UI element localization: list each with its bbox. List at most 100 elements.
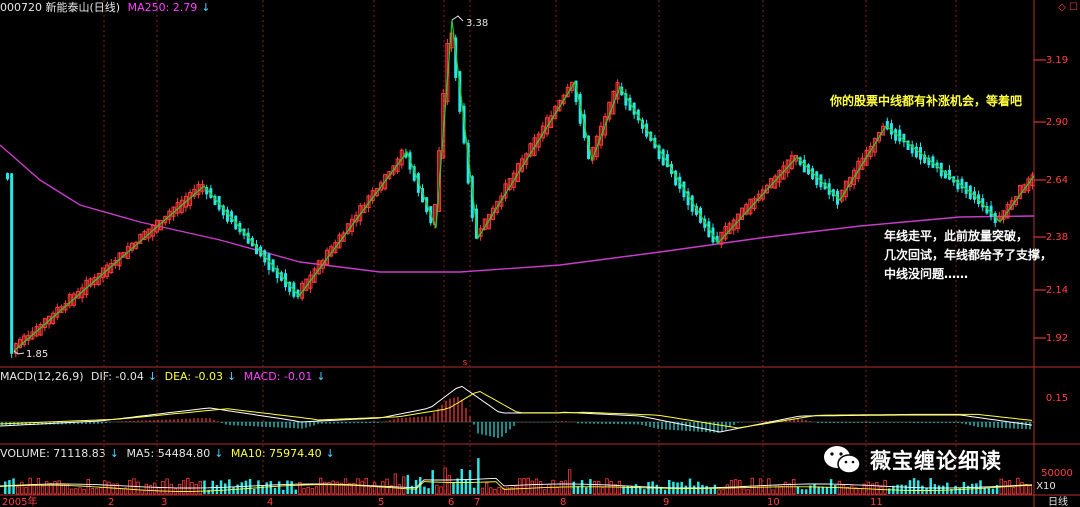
volume-bar (854, 487, 858, 495)
candle-body (337, 234, 342, 249)
candle-body (868, 145, 873, 157)
candle-body (569, 81, 574, 91)
candle-body (387, 171, 392, 179)
price-tick-2: 2.90 (1046, 117, 1068, 128)
volume-bar (663, 489, 667, 494)
candle-body (125, 246, 130, 259)
volume-bar (775, 484, 779, 495)
volume-bar (866, 481, 871, 495)
volume-bar (634, 484, 638, 494)
candle-body (561, 94, 566, 105)
zigzag-line (13, 15, 1035, 355)
volume-bar (314, 486, 319, 495)
volume-bar (32, 483, 36, 495)
volume-bar (1007, 480, 1012, 495)
volume-bar (568, 469, 572, 495)
peak-price-label: 3.38 (466, 18, 488, 29)
volume-bar (318, 477, 323, 495)
x-axis-month: 6 (448, 497, 454, 507)
candle-body (948, 169, 952, 180)
candle-body (985, 205, 989, 214)
volume-bar (563, 480, 568, 495)
volume-bar (547, 483, 551, 495)
candle-body (557, 100, 562, 112)
volume-bar (261, 485, 264, 494)
candle-body (657, 145, 661, 160)
volume-bar (921, 485, 924, 494)
volume-bar (82, 488, 86, 495)
candle-body (956, 179, 960, 190)
volume-bar (410, 485, 414, 494)
volume-bar (1003, 481, 1008, 495)
candle-body (1022, 184, 1027, 193)
x-axis-month: 2 (108, 497, 114, 507)
volume-bar (257, 480, 260, 494)
volume-bar (331, 480, 335, 495)
volume-bar (643, 489, 646, 494)
volume-bar (609, 481, 613, 495)
down-arrow-icon: ↓ (214, 447, 224, 460)
volume-bar (497, 487, 501, 495)
volume-bar (464, 479, 468, 494)
candle-body (470, 176, 474, 219)
volume-bar (630, 486, 634, 494)
candle-body (815, 171, 819, 186)
candle-body (445, 43, 450, 103)
candle-body (183, 195, 188, 208)
volume-bar (746, 489, 750, 495)
volume-bar (286, 480, 289, 494)
volume-bar (273, 487, 277, 494)
volume-bar (701, 484, 704, 494)
candle-body (735, 213, 740, 230)
down-arrow-icon: ↓ (227, 370, 237, 383)
x-axis-start: 2005年 (2, 495, 37, 507)
candle-body (362, 204, 367, 214)
price-tick-5: 2.14 (1046, 285, 1068, 296)
ma250-readout: MA250: 2.79 (127, 1, 198, 14)
x-axis-month: 5 (378, 497, 384, 507)
volume-panel (0, 458, 1033, 495)
volume-unit: X10 (1036, 481, 1056, 492)
volume-bar (767, 478, 771, 495)
candle-body (437, 150, 442, 212)
window-controls[interactable]: ◇ ☐ (1058, 2, 1078, 13)
volume-bar (427, 488, 430, 494)
volume-bar (269, 481, 273, 494)
volume-bar (70, 488, 74, 495)
macd-name: MACD(12,26,9) (0, 370, 84, 383)
price-header: 000720 新能泰山(日线) MA250: 2.79 ↓ (0, 1, 215, 15)
volume-bar (576, 486, 580, 494)
volume-bar (572, 481, 576, 494)
candle-body (412, 166, 416, 181)
volume-bar (684, 485, 688, 494)
volume-bar (1012, 487, 1016, 495)
volume-bar (223, 483, 227, 494)
volume-bar (294, 489, 297, 494)
volume-bar (879, 486, 883, 495)
candle-body (885, 121, 889, 130)
candle-body (67, 294, 72, 307)
candle-body (578, 93, 582, 124)
volume-bar (813, 483, 816, 494)
ma10-readout: MA10: 75974.40 (230, 447, 322, 460)
volume-bar (875, 482, 879, 495)
candle-body (640, 119, 644, 129)
candle-body (10, 173, 14, 354)
volume-bar (53, 481, 57, 495)
volume-bar (655, 484, 659, 494)
volume-bar (298, 481, 302, 495)
watermark-text: 薇宝缠论细读 (870, 449, 1002, 473)
dea-readout: DEA: -0.03 (164, 370, 224, 383)
candle-body (777, 169, 782, 183)
volume-bar (4, 481, 7, 494)
candle-body (383, 173, 388, 190)
volume-bar (841, 484, 846, 495)
volume-header: VOLUME: 71118.83 ↓ MA5: 54484.80 ↓ MA10: 7… (0, 447, 339, 461)
volume-bar (277, 481, 281, 494)
volume-bar (215, 485, 219, 494)
candle-body (914, 146, 918, 158)
candle-body (536, 133, 541, 148)
candle-body (927, 157, 931, 166)
candle-body (894, 129, 898, 141)
